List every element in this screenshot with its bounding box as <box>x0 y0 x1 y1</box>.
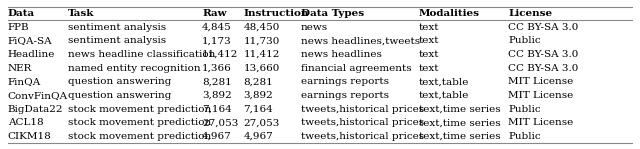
Text: Data: Data <box>8 9 35 18</box>
Text: stock movement prediction: stock movement prediction <box>68 118 212 127</box>
Text: FPB: FPB <box>8 22 29 32</box>
Text: 1,173: 1,173 <box>202 36 232 45</box>
Text: earnings reports: earnings reports <box>301 91 389 100</box>
Text: 27,053: 27,053 <box>244 118 280 127</box>
Text: news: news <box>301 22 328 32</box>
Text: 11,730: 11,730 <box>244 36 280 45</box>
Text: CC BY-SA 3.0: CC BY-SA 3.0 <box>508 50 579 59</box>
Text: Headline: Headline <box>8 50 55 59</box>
Text: text: text <box>419 22 439 32</box>
Text: ConvFinQA: ConvFinQA <box>8 91 68 100</box>
Text: 13,660: 13,660 <box>244 63 280 73</box>
Text: 48,450: 48,450 <box>244 22 280 32</box>
Text: text,time series: text,time series <box>419 118 500 127</box>
Text: sentiment analysis: sentiment analysis <box>68 36 166 45</box>
Text: 8,281: 8,281 <box>244 77 273 86</box>
Text: 8,281: 8,281 <box>202 77 232 86</box>
Text: 4,967: 4,967 <box>244 132 273 141</box>
Text: ACL18: ACL18 <box>8 118 44 127</box>
Text: Task: Task <box>68 9 95 18</box>
Text: License: License <box>508 9 552 18</box>
Text: 1,366: 1,366 <box>202 63 232 73</box>
Text: MIT License: MIT License <box>508 77 573 86</box>
Text: text,table: text,table <box>419 77 469 86</box>
Text: stock movement prediction: stock movement prediction <box>68 132 212 141</box>
Text: tweets,historical prices: tweets,historical prices <box>301 118 424 127</box>
Text: news headlines,tweets: news headlines,tweets <box>301 36 420 45</box>
Text: text: text <box>419 63 439 73</box>
Text: 4,845: 4,845 <box>202 22 232 32</box>
Text: question answering: question answering <box>68 91 172 100</box>
Text: 27,053: 27,053 <box>202 118 239 127</box>
Text: news headline classification: news headline classification <box>68 50 216 59</box>
Text: text: text <box>419 50 439 59</box>
Text: 3,892: 3,892 <box>202 91 232 100</box>
Text: 3,892: 3,892 <box>244 91 273 100</box>
Text: CIKM18: CIKM18 <box>8 132 51 141</box>
Text: named entity recognition: named entity recognition <box>68 63 201 73</box>
Text: Public: Public <box>508 132 541 141</box>
Text: 11,412: 11,412 <box>202 50 239 59</box>
Text: 7,164: 7,164 <box>202 105 232 114</box>
Text: CC BY-SA 3.0: CC BY-SA 3.0 <box>508 63 579 73</box>
Text: text,time series: text,time series <box>419 105 500 114</box>
Text: MIT License: MIT License <box>508 118 573 127</box>
Text: Public: Public <box>508 105 541 114</box>
Text: NER: NER <box>8 63 32 73</box>
Text: Modalities: Modalities <box>419 9 480 18</box>
Text: Public: Public <box>508 36 541 45</box>
Text: MIT License: MIT License <box>508 91 573 100</box>
Text: 7,164: 7,164 <box>244 105 273 114</box>
Text: text,table: text,table <box>419 91 469 100</box>
Text: Data Types: Data Types <box>301 9 364 18</box>
Text: Raw: Raw <box>202 9 227 18</box>
Text: text: text <box>419 36 439 45</box>
Text: financial agreements: financial agreements <box>301 63 412 73</box>
Text: tweets,historical prices: tweets,historical prices <box>301 105 424 114</box>
Text: FiQA-SA: FiQA-SA <box>8 36 52 45</box>
Text: tweets,historical prices: tweets,historical prices <box>301 132 424 141</box>
Text: stock movement prediction: stock movement prediction <box>68 105 212 114</box>
Text: Instruction: Instruction <box>244 9 309 18</box>
Text: BigData22: BigData22 <box>8 105 63 114</box>
Text: 11,412: 11,412 <box>244 50 280 59</box>
Text: 4,967: 4,967 <box>202 132 232 141</box>
Text: question answering: question answering <box>68 77 172 86</box>
Text: earnings reports: earnings reports <box>301 77 389 86</box>
Text: CC BY-SA 3.0: CC BY-SA 3.0 <box>508 22 579 32</box>
Text: sentiment analysis: sentiment analysis <box>68 22 166 32</box>
Text: FinQA: FinQA <box>8 77 41 86</box>
Text: text,time series: text,time series <box>419 132 500 141</box>
Text: news headlines: news headlines <box>301 50 381 59</box>
